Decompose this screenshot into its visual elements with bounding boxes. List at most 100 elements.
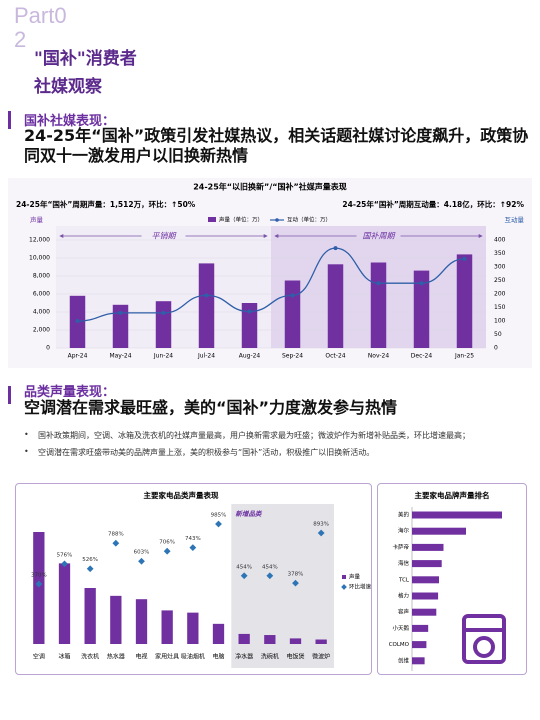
- line-point: [247, 309, 252, 314]
- y2-tick-label: 350: [494, 250, 506, 257]
- bar: [155, 301, 172, 348]
- bar: [212, 623, 225, 644]
- bar: [58, 563, 71, 644]
- x-tick-label: 洗碗机: [261, 653, 279, 661]
- bar: [241, 303, 258, 348]
- y2-axis-label: 互动量: [505, 216, 525, 224]
- y-tick-label: 卡萨帝: [392, 543, 409, 551]
- y-tick-label: 美的: [398, 511, 410, 519]
- bar: [161, 610, 173, 644]
- bar: [456, 254, 473, 348]
- growth-dot: [86, 565, 94, 573]
- growth-dot: [163, 547, 171, 555]
- bar: [412, 624, 429, 632]
- chart-note: 24-25年“国补”周期声量：1,512万，环比：↑50%: [16, 199, 196, 209]
- y2-tick-label: 300: [494, 264, 506, 271]
- legend-label: 互动（单位：万）: [287, 216, 331, 224]
- period-label-bg: [356, 230, 401, 242]
- legend-swatch: [342, 575, 346, 579]
- bar: [289, 638, 302, 644]
- x-tick-label: 净水器: [235, 653, 253, 661]
- x-tick-label: 冰箱: [58, 653, 70, 661]
- growth-dot: [112, 539, 120, 547]
- accent-bar: [8, 386, 11, 404]
- growth-label: 454%: [236, 564, 252, 570]
- bar: [412, 608, 437, 616]
- x-tick-label: Aug-24: [239, 353, 261, 360]
- growth-label: 576%: [57, 552, 73, 558]
- bar: [327, 264, 344, 348]
- chart-title: 24-25年“以旧换新”/“国补”社媒声量表现: [193, 182, 347, 192]
- growth-dot: [215, 520, 222, 528]
- growth-label: 526%: [82, 557, 98, 563]
- bar: [315, 639, 327, 644]
- y-tick-label: 12,000: [29, 237, 50, 244]
- line-point: [419, 281, 424, 286]
- y-tick-label: 8,000: [33, 273, 50, 280]
- bar: [84, 588, 96, 644]
- x-tick-label: Jan-25: [454, 353, 474, 360]
- highlight-label: 新增品类: [235, 510, 262, 518]
- growth-label: 788%: [108, 532, 124, 538]
- y-tick-label: 2,000: [33, 327, 50, 334]
- y2-tick-label: 250: [494, 277, 506, 284]
- growth-label: 706%: [159, 540, 175, 546]
- legend-swatch: [341, 584, 347, 590]
- y2-tick-label: 50: [494, 331, 502, 338]
- line-point: [161, 310, 166, 315]
- bar: [187, 612, 199, 644]
- page-title: "国补"消费者: [34, 49, 137, 69]
- x-tick-label: Oct-24: [325, 353, 345, 360]
- growth-label: 893%: [313, 521, 329, 527]
- x-tick-label: 电饭煲: [286, 653, 304, 661]
- bar: [412, 527, 466, 535]
- bar: [412, 543, 444, 551]
- chart: 24-25年“以旧换新”/“国补”社媒声量表现 24-25年“国补”周期声量：1…: [8, 178, 532, 368]
- y-tick-label: COLMO: [389, 642, 410, 648]
- y-tick-label: 小天鹅: [392, 624, 409, 632]
- y-axis-label: 声量: [30, 215, 44, 224]
- y2-tick-label: 150: [494, 304, 506, 311]
- growth-dot: [138, 557, 145, 565]
- growth-dot: [189, 544, 197, 551]
- x-tick-label: 空调: [33, 653, 45, 661]
- line-series: [77, 247, 465, 322]
- y2-tick-label: 100: [494, 318, 506, 325]
- x-tick-label: 家用灶具: [155, 653, 179, 661]
- bar: [370, 262, 387, 348]
- bar: [110, 595, 122, 644]
- x-tick-label: May-24: [109, 353, 131, 360]
- legend-label: 声量: [349, 573, 361, 581]
- y-tick-label: 容声: [398, 608, 410, 616]
- y-tick-label: TCL: [398, 577, 410, 583]
- line-point: [462, 256, 467, 261]
- line-point: [204, 293, 209, 298]
- bar: [264, 635, 276, 644]
- y-tick-label: 4,000: [33, 309, 50, 316]
- x-tick-label: Jun-24: [153, 353, 173, 360]
- chart-note: 24-25年“国补”周期互动量：4.18亿，环比：↑92%: [342, 199, 524, 209]
- period-label-bg: [141, 230, 186, 242]
- bar: [412, 560, 442, 568]
- x-tick-label: 吸油烟机: [181, 653, 205, 661]
- y-tick-label: 6,000: [33, 291, 50, 298]
- growth-label: 603%: [134, 550, 150, 556]
- line-point: [333, 246, 338, 251]
- bar: [135, 599, 148, 644]
- accent-bar: [8, 111, 11, 129]
- growth-label: 370%: [31, 572, 47, 578]
- line-point: [376, 281, 381, 286]
- y-tick-label: 10,000: [29, 255, 50, 262]
- x-tick-label: 洗衣机: [81, 653, 99, 661]
- legend-label: 声量（单位：万）: [219, 216, 263, 224]
- growth-dot: [292, 579, 299, 587]
- section-lead: 空调潜在需求最旺盛，美的“国补”力度激发参与热情: [24, 398, 398, 417]
- x-tick-label: Dec-24: [411, 353, 433, 360]
- line-point: [75, 319, 80, 323]
- growth-dot: [240, 572, 248, 580]
- section-heading: 国补社媒表现：: [24, 114, 116, 129]
- bar: [198, 263, 215, 348]
- chart-title: 主要家电品类声量表现: [144, 490, 219, 500]
